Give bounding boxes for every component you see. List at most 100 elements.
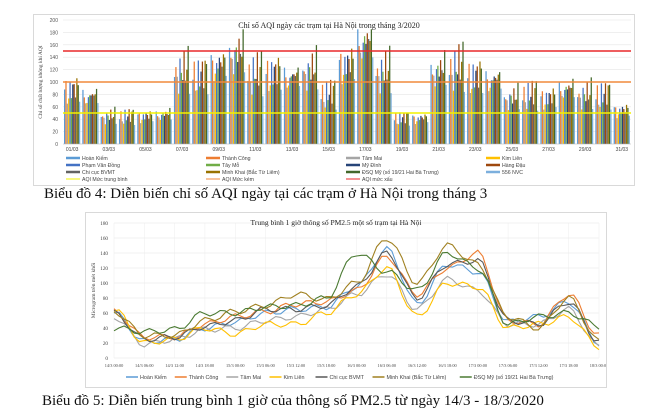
bar [505, 99, 507, 144]
series-line [113, 265, 600, 351]
bar [91, 94, 94, 144]
bar [82, 89, 84, 144]
bar [475, 70, 477, 144]
bar [317, 89, 319, 144]
y-tick-label: 160 [100, 236, 108, 242]
bar [255, 78, 257, 144]
bar [616, 118, 618, 144]
bar [144, 119, 146, 144]
bar [218, 57, 221, 144]
bar [272, 84, 274, 144]
bar [152, 121, 154, 144]
bar [444, 50, 446, 144]
bar [528, 100, 531, 144]
bar [591, 109, 594, 144]
bar [308, 67, 311, 144]
legend-label: Chi cục BVMT [330, 375, 365, 381]
bar [169, 107, 171, 144]
bar [275, 64, 277, 144]
chart-title: Chỉ số AQI ngày các trạm tại Hà Nội tron… [238, 21, 420, 30]
bar [363, 36, 366, 145]
bar [220, 62, 222, 144]
bar [540, 96, 542, 144]
bar [378, 76, 380, 144]
bar [530, 96, 532, 144]
bar [568, 85, 570, 144]
bar [404, 123, 406, 144]
bar [120, 111, 122, 144]
y-tick-label: 100 [100, 281, 108, 287]
bar [625, 104, 628, 144]
bar [471, 88, 473, 144]
bar [438, 76, 440, 144]
legend-label: Hoàn Kiếm [82, 156, 108, 162]
bar [314, 72, 316, 144]
bar [454, 50, 456, 144]
bar [228, 47, 231, 144]
bar [524, 102, 527, 144]
bar [193, 61, 195, 144]
bar [141, 119, 143, 144]
y-tick-label: 180 [50, 30, 59, 36]
x-tick-label: 14/3 06:00 [135, 363, 154, 368]
y-tick-label: 120 [50, 68, 59, 74]
x-tick-label: 31/03 [616, 147, 629, 153]
bar [610, 109, 612, 144]
bar [380, 59, 383, 144]
bar [165, 111, 167, 144]
y-tick-label: 60 [103, 311, 109, 317]
bar [458, 44, 460, 144]
bar [451, 74, 453, 144]
bar [239, 53, 242, 144]
x-tick-label: 11/03 [249, 147, 261, 153]
bar [345, 74, 347, 144]
bar [341, 84, 343, 144]
bar [155, 111, 157, 144]
bar [353, 78, 356, 144]
bar [235, 47, 237, 144]
chart5-caption: Biểu đồ 5: Diễn biến trung bình 1 giờ củ… [42, 393, 544, 409]
bar [552, 88, 554, 144]
bar [545, 92, 548, 144]
x-tick-label: 27/03 [542, 147, 555, 153]
bar [490, 80, 493, 144]
legend-label: Hoàn Kiếm [140, 375, 167, 381]
y-tick-label: 0 [55, 142, 58, 148]
bar [382, 71, 384, 144]
bar [577, 97, 579, 144]
bar [64, 89, 66, 144]
bar [624, 112, 626, 144]
y-axis-label: Microgram trên mét khối [90, 262, 97, 318]
bar [145, 113, 147, 144]
bar [166, 114, 168, 144]
bar [306, 90, 308, 144]
bar [248, 64, 250, 144]
x-tick-label: 16/3 12:00 [408, 363, 427, 368]
bar [476, 66, 478, 144]
bar [361, 58, 363, 144]
bar [179, 58, 181, 145]
bar [523, 86, 525, 144]
x-tick-label: 15/3 18:00 [317, 363, 336, 368]
legend-label: Kim Liên [502, 156, 522, 162]
bar [262, 96, 264, 144]
bar [619, 108, 621, 144]
bar [480, 68, 482, 144]
bar [472, 64, 474, 144]
bar [214, 73, 216, 144]
legend-label: Minh Khai (Bắc Từ Liêm) [222, 169, 280, 176]
bar [162, 112, 164, 144]
bar [66, 103, 68, 144]
bar [103, 117, 105, 144]
bar [358, 46, 360, 144]
bar [621, 106, 624, 144]
bar [606, 104, 608, 144]
bar [279, 66, 281, 144]
bar [129, 121, 132, 144]
bar [420, 115, 422, 144]
bar [342, 74, 345, 144]
bar [579, 97, 582, 144]
legend-label: Chi cục BVMT [82, 170, 116, 176]
bar [468, 63, 470, 145]
bar [532, 104, 535, 144]
